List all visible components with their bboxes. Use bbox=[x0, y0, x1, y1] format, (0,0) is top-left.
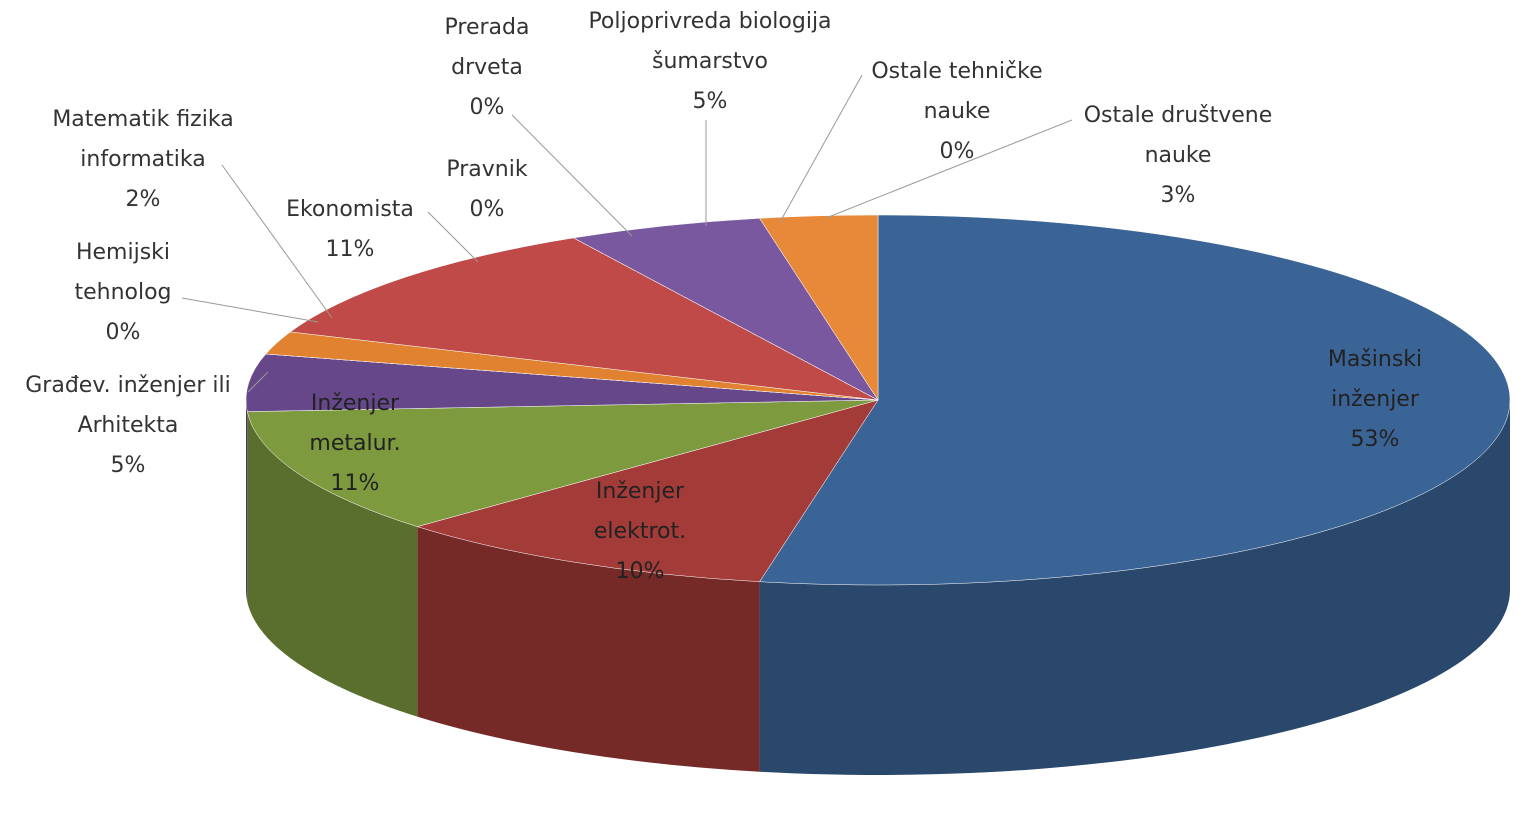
value-label: 10% bbox=[615, 559, 665, 584]
slice-label: Građev. inženjer ili Arhitekta 5% bbox=[0, 366, 258, 486]
leader-line bbox=[427, 211, 479, 263]
value-label: 0% bbox=[469, 197, 505, 222]
slice-side bbox=[417, 526, 760, 772]
value-label: 11% bbox=[330, 471, 380, 496]
leader-line bbox=[511, 114, 633, 237]
slice bbox=[245, 353, 879, 412]
value-label: 3% bbox=[1160, 183, 1196, 208]
slice-label: Pravnik 0% bbox=[432, 150, 542, 230]
slice-label: Prerada drveta 0% bbox=[432, 8, 542, 128]
category-name: Ostale društvene nauke bbox=[1083, 103, 1273, 168]
slice-label: Inženjer elektrot. 10% bbox=[565, 472, 715, 592]
value-label: 0% bbox=[105, 320, 141, 345]
slice-label: Ostale tehničke nauke 0% bbox=[852, 52, 1062, 172]
slice bbox=[572, 218, 879, 401]
category-name: Inženjer metalur. bbox=[309, 391, 401, 456]
slice-label: Mašinski inženjer 53% bbox=[1290, 340, 1460, 460]
slice-side bbox=[247, 411, 418, 717]
value-label: 5% bbox=[692, 89, 728, 114]
category-name: Građev. inženjer ili Arhitekta bbox=[25, 373, 231, 438]
category-name: Mašinski inženjer bbox=[1327, 347, 1423, 412]
category-name: Ostale tehničke nauke bbox=[871, 59, 1043, 124]
slice-label: Matematik fizika informatika 2% bbox=[13, 100, 273, 220]
slice-label: Ekonomista 11% bbox=[265, 190, 435, 270]
category-name: Prerada drveta bbox=[444, 15, 530, 80]
slice bbox=[416, 399, 879, 582]
leader-line bbox=[181, 297, 319, 323]
category-name: Hemijski tehnolog bbox=[74, 240, 172, 305]
value-label: 5% bbox=[110, 453, 146, 478]
slice-label: Hemijski tehnolog 0% bbox=[58, 233, 188, 353]
leader-line bbox=[825, 119, 1073, 219]
slice-label: Poljoprivreda biologija šumarstvo 5% bbox=[555, 2, 865, 122]
slice-label: Ostale društvene nauke 3% bbox=[1063, 96, 1293, 216]
leader-line bbox=[779, 74, 863, 223]
value-label: 0% bbox=[469, 95, 505, 120]
slice-side bbox=[246, 400, 248, 602]
slice bbox=[759, 214, 879, 401]
slice bbox=[759, 214, 1511, 586]
leader-line bbox=[247, 371, 269, 393]
category-name: Ekonomista bbox=[286, 197, 414, 222]
leader-line bbox=[221, 164, 333, 319]
slice-side bbox=[759, 400, 1510, 775]
slice bbox=[246, 399, 879, 527]
value-label: 53% bbox=[1350, 427, 1400, 452]
slice-label: Inženjer metalur. 11% bbox=[280, 384, 430, 504]
category-name: Poljoprivreda biologija šumarstvo bbox=[588, 9, 832, 74]
value-label: 2% bbox=[125, 187, 161, 212]
category-name: Matematik fizika informatika bbox=[52, 107, 234, 172]
value-label: 11% bbox=[325, 237, 375, 262]
category-name: Pravnik bbox=[446, 157, 528, 182]
value-label: 0% bbox=[939, 139, 975, 164]
category-name: Inženjer elektrot. bbox=[593, 479, 687, 544]
